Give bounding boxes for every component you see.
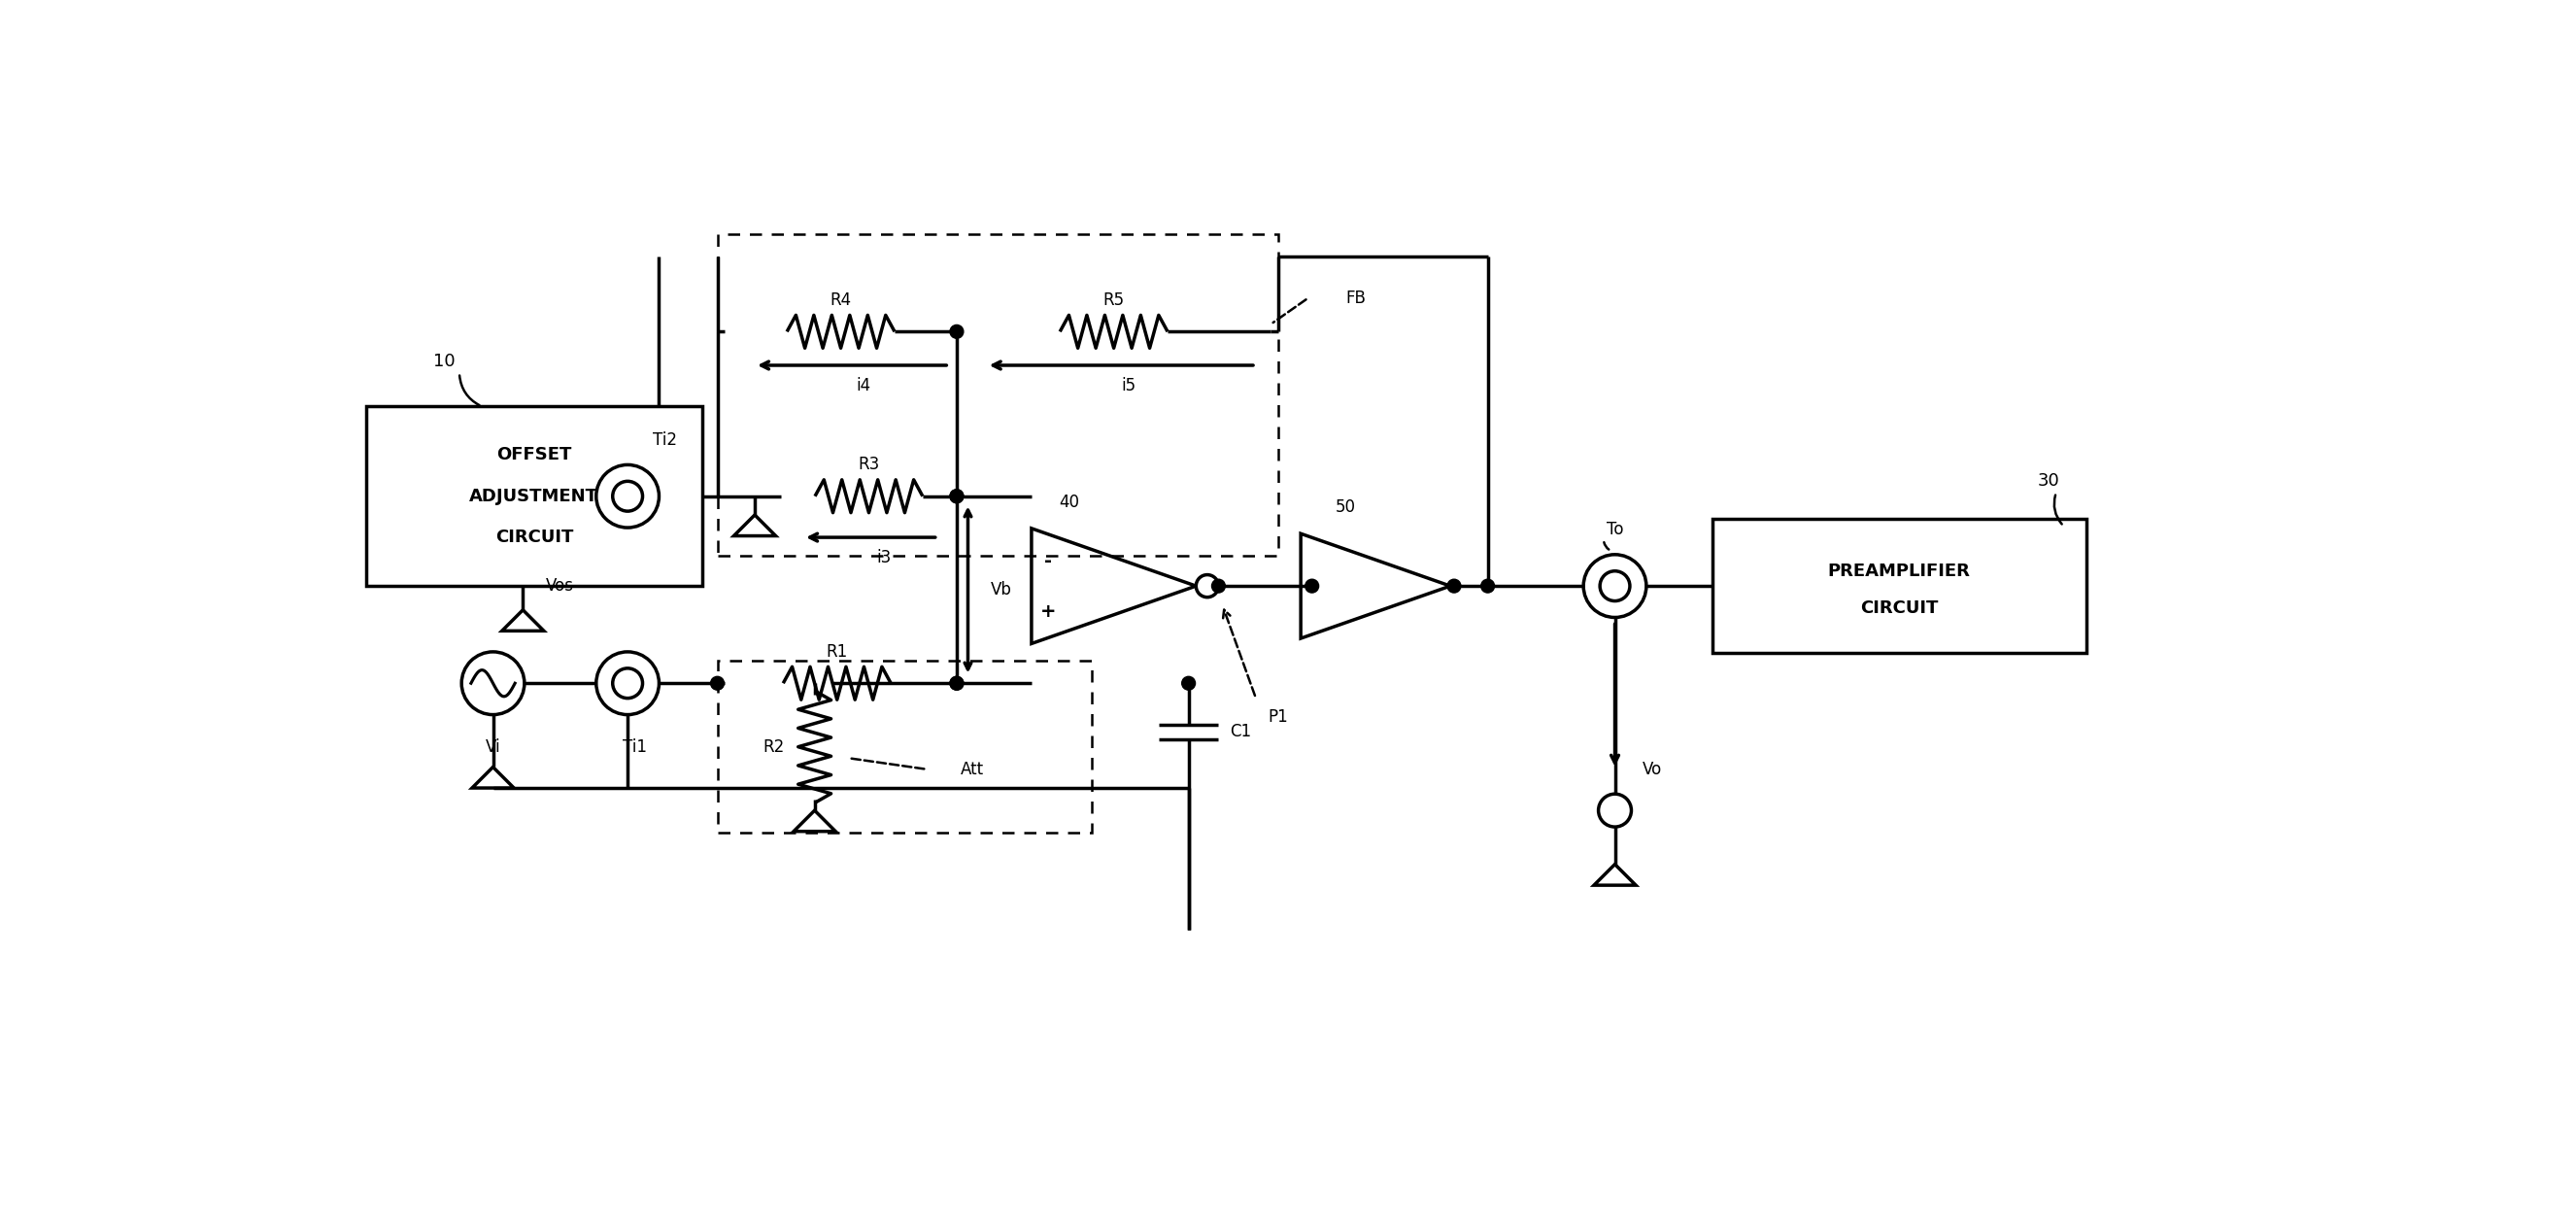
Text: To: To xyxy=(1607,522,1623,539)
Text: i5: i5 xyxy=(1121,376,1136,395)
Bar xyxy=(366,406,703,585)
Circle shape xyxy=(1306,579,1319,593)
Circle shape xyxy=(1448,579,1461,593)
Text: Vos: Vos xyxy=(546,577,574,595)
Bar xyxy=(1713,519,2087,653)
Text: i3: i3 xyxy=(876,549,891,566)
Text: 30: 30 xyxy=(2038,472,2061,490)
Circle shape xyxy=(711,677,724,690)
Circle shape xyxy=(1182,677,1195,690)
Circle shape xyxy=(951,677,963,690)
Circle shape xyxy=(951,490,963,503)
Text: FB: FB xyxy=(1345,289,1365,306)
Text: CIRCUIT: CIRCUIT xyxy=(495,529,572,546)
Text: R4: R4 xyxy=(829,292,853,309)
Circle shape xyxy=(951,677,963,690)
Circle shape xyxy=(1481,579,1494,593)
Text: R2: R2 xyxy=(762,738,783,755)
Text: Vo: Vo xyxy=(1643,760,1662,779)
Circle shape xyxy=(1195,574,1218,598)
Circle shape xyxy=(951,325,963,338)
Bar xyxy=(716,235,1278,556)
Text: PREAMPLIFIER: PREAMPLIFIER xyxy=(1829,562,1971,579)
Circle shape xyxy=(595,652,659,715)
Text: Vi: Vi xyxy=(484,738,500,755)
Text: -: - xyxy=(1043,551,1051,569)
Text: i4: i4 xyxy=(855,376,871,395)
Text: R5: R5 xyxy=(1103,292,1126,309)
Text: Vb: Vb xyxy=(992,581,1012,599)
Text: P1: P1 xyxy=(1267,708,1288,726)
Text: ADJUSTMENT: ADJUSTMENT xyxy=(469,487,598,506)
Text: R1: R1 xyxy=(827,643,848,661)
Text: OFFSET: OFFSET xyxy=(497,446,572,464)
Text: +: + xyxy=(1041,603,1056,621)
Text: CIRCUIT: CIRCUIT xyxy=(1860,600,1937,617)
Text: C1: C1 xyxy=(1229,723,1252,740)
Text: Ti2: Ti2 xyxy=(652,432,677,449)
Text: 40: 40 xyxy=(1059,493,1079,510)
Text: Att: Att xyxy=(961,760,984,779)
Text: 50: 50 xyxy=(1334,498,1355,517)
Circle shape xyxy=(1584,555,1646,617)
Circle shape xyxy=(461,652,526,715)
Circle shape xyxy=(595,465,659,528)
Circle shape xyxy=(951,490,963,503)
Circle shape xyxy=(1211,579,1226,593)
Text: Ti1: Ti1 xyxy=(623,738,647,755)
Text: 10: 10 xyxy=(433,353,456,370)
Bar xyxy=(716,661,1092,833)
Text: R3: R3 xyxy=(858,456,878,474)
